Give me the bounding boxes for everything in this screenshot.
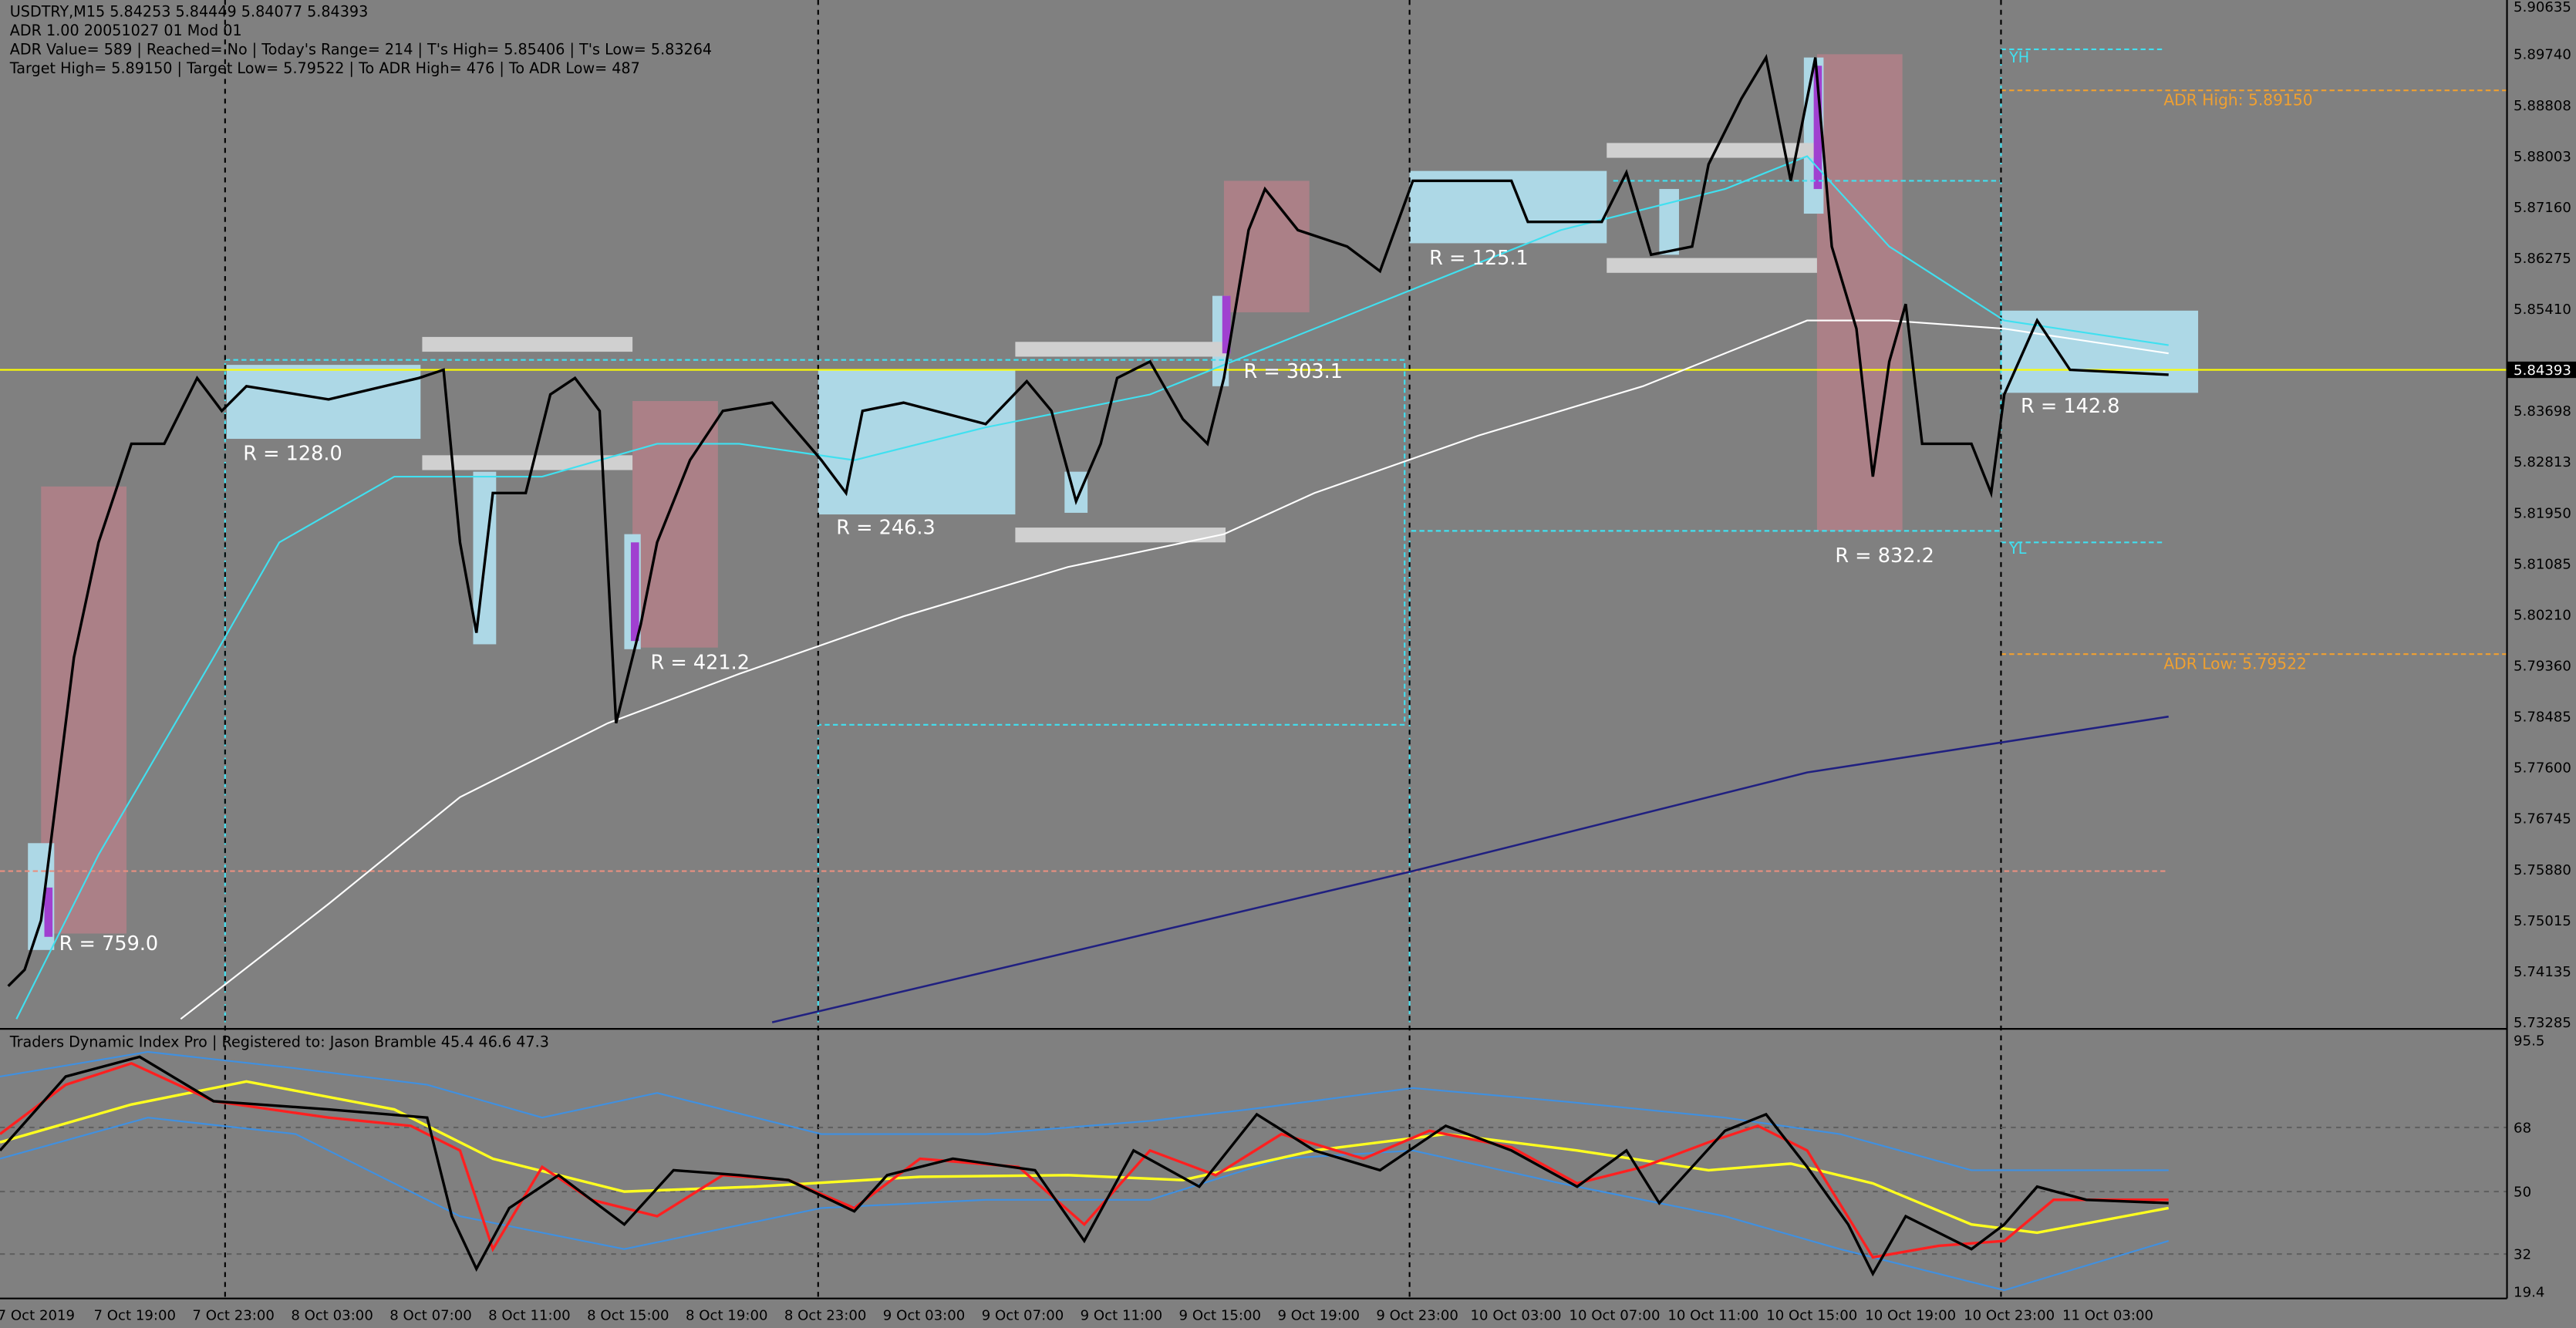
indicator-label: 32 <box>2514 1246 2531 1262</box>
range-label: R = 421.2 <box>651 651 750 674</box>
header-line: ADR 1.00 20051027 01 Mod 01 <box>10 22 242 39</box>
price-label: 5.79360 <box>2514 659 2571 675</box>
price-label: 5.81085 <box>2514 556 2571 572</box>
range-label: R = 303.1 <box>1243 360 1343 383</box>
time-label: 9 Oct 19:00 <box>1277 1307 1360 1323</box>
price-label: 5.88808 <box>2514 98 2571 114</box>
rsi-line <box>0 1055 2169 1277</box>
time-label: 8 Oct 07:00 <box>389 1307 472 1323</box>
time-label: 8 Oct 03:00 <box>291 1307 373 1323</box>
moving-average <box>771 715 2169 1023</box>
purple-bars <box>44 66 1822 937</box>
range-box <box>41 486 127 934</box>
band-lower <box>0 1117 2170 1292</box>
header-line: Target High= 5.89150 | Target Low= 5.795… <box>9 59 640 77</box>
price-label: 5.77600 <box>2514 760 2571 777</box>
price <box>7 53 2169 987</box>
indicator-levels <box>0 1126 2507 1256</box>
indicator-panel <box>0 1050 2507 1292</box>
rsi-price-line <box>0 1062 2169 1259</box>
time-label: 10 Oct 15:00 <box>1766 1307 1857 1323</box>
time-label: 10 Oct 07:00 <box>1569 1307 1660 1323</box>
price-label: 5.82813 <box>2514 454 2571 470</box>
bid-price-tag <box>2507 361 2576 379</box>
main-panel <box>0 0 2507 1299</box>
price-label: 5.90635 <box>2514 0 2571 15</box>
cyan-levels <box>224 48 2166 1023</box>
time-label: 7 Oct 19:00 <box>94 1307 177 1323</box>
adr-low-label: ADR Low: 5.79522 <box>2163 654 2307 672</box>
price-label: 5.81950 <box>2514 505 2571 521</box>
time-label: 7 Oct 23:00 <box>192 1307 275 1323</box>
time-label: 9 Oct 11:00 <box>1081 1307 1163 1323</box>
time-label: 9 Oct 23:00 <box>1376 1307 1458 1323</box>
range-label: R = 142.8 <box>2021 395 2120 418</box>
time-label: 9 Oct 07:00 <box>982 1307 1064 1323</box>
range-label: R = 759.0 <box>59 932 159 956</box>
time-label: 9 Oct 03:00 <box>883 1307 966 1323</box>
price-label: 5.78485 <box>2514 710 2571 726</box>
range-label: R = 125.1 <box>1429 247 1529 270</box>
time-label: 10 Oct 03:00 <box>1471 1307 1562 1323</box>
time-label: 11 Oct 03:00 <box>2062 1307 2153 1323</box>
price-label: 5.84393 <box>2514 362 2571 379</box>
range-label: R = 246.3 <box>836 517 936 540</box>
range-label: R = 128.0 <box>243 443 342 466</box>
band-upper <box>0 1050 2169 1171</box>
price-label: 5.85410 <box>2514 302 2571 318</box>
yl-label: YL <box>2008 540 2027 558</box>
price-label: 5.88003 <box>2514 149 2571 165</box>
indicator-label: 95.5 <box>2514 1033 2544 1049</box>
time-label: 10 Oct 11:00 <box>1667 1307 1758 1323</box>
level-bars <box>422 143 1817 543</box>
header-line: ADR Value= 589 | Reached= No | Today's R… <box>10 40 712 58</box>
range-box <box>632 401 718 648</box>
indicator-title: Traders Dynamic Index Pro | Registered t… <box>9 1033 549 1051</box>
session-boxes <box>28 57 2199 950</box>
time-label: 8 Oct 23:00 <box>784 1307 867 1323</box>
price-label: 5.80210 <box>2514 607 2571 623</box>
yh-label: YH <box>2008 49 2029 66</box>
time-label: 8 Oct 11:00 <box>488 1307 571 1323</box>
time-label: 10 Oct 19:00 <box>1865 1307 1956 1323</box>
time-label: 9 Oct 15:00 <box>1179 1307 1262 1323</box>
price-label: 5.76745 <box>2514 811 2571 827</box>
signal-line <box>0 1080 2170 1235</box>
range-box <box>1223 180 1310 312</box>
moving-average <box>15 155 2169 1020</box>
time-label: 8 Oct 15:00 <box>587 1307 669 1323</box>
price-label: 5.89740 <box>2514 47 2571 63</box>
price-label: 5.87160 <box>2514 200 2571 216</box>
time-label: 10 Oct 23:00 <box>1964 1307 2055 1323</box>
range-label: R = 832.2 <box>1835 544 1934 568</box>
range-box <box>1816 54 1903 531</box>
price-label: 5.75880 <box>2514 862 2571 878</box>
price-axis <box>2507 0 2576 1328</box>
price-label: 5.75015 <box>2514 913 2571 929</box>
price-label: 5.83698 <box>2514 403 2571 420</box>
time-label: 8 Oct 19:00 <box>686 1307 768 1323</box>
moving-average <box>180 319 2169 1020</box>
adr-high-label: ADR High: 5.89150 <box>2163 90 2312 109</box>
header-line: USDTRY,M15 5.84253 5.84449 5.84077 5.843… <box>10 2 369 20</box>
indicator-label: 68 <box>2514 1120 2531 1136</box>
indicator-label: 19.4 <box>2514 1285 2544 1301</box>
price-label: 5.74135 <box>2514 964 2571 980</box>
price-label: 5.73285 <box>2514 1015 2571 1031</box>
indicator-label: 50 <box>2514 1185 2531 1201</box>
time-label: 7 Oct 2019 <box>0 1307 75 1323</box>
price-label: 5.86275 <box>2514 251 2571 267</box>
